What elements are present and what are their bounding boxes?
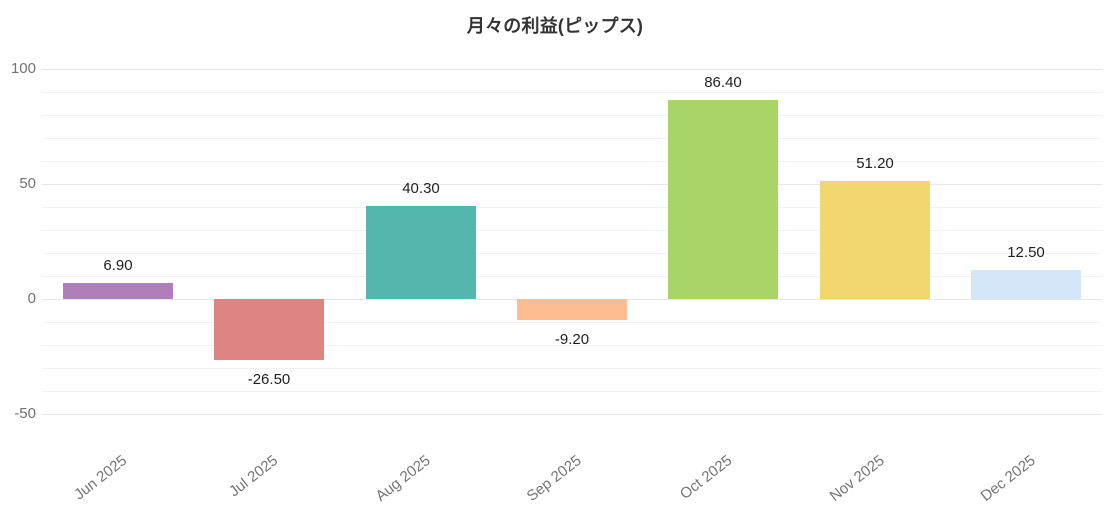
bar-value-label: 51.20 [856, 155, 894, 172]
minor-gridline [42, 253, 1102, 254]
y-tick-label: 50 [19, 175, 36, 192]
x-tick-label-dec-2025: Dec 2025 [977, 452, 1039, 505]
minor-gridline [42, 161, 1102, 162]
bar-jul-2025[interactable] [214, 299, 324, 360]
bar-sep-2025[interactable] [517, 299, 627, 320]
minor-gridline [42, 322, 1102, 323]
chart-title: 月々の利益(ピップス) [466, 16, 644, 36]
plot-area: 6.90 -26.50 40.30 -9.20 86.40 51.20 12.50 [42, 69, 1102, 415]
bar-value-label: 86.40 [704, 74, 742, 91]
minor-gridline [42, 276, 1102, 277]
major-gridline [42, 414, 1102, 415]
bar-value-label: -9.20 [554, 331, 590, 348]
minor-gridline [42, 138, 1102, 139]
major-gridline [42, 184, 1102, 185]
bar-value-label: 12.50 [1007, 244, 1045, 261]
bar-nov-2025[interactable] [820, 181, 930, 299]
x-tick-label-nov-2025: Nov 2025 [826, 452, 888, 505]
x-tick-label-jun-2025: Jun 2025 [71, 452, 131, 504]
x-tick-label-jul-2025: Jul 2025 [226, 452, 282, 501]
y-tick-label: 0 [27, 290, 36, 307]
y-tick-label: 100 [10, 60, 36, 77]
minor-gridline [42, 230, 1102, 231]
bar-value-label: 40.30 [402, 180, 440, 197]
x-tick-label-oct-2025: Oct 2025 [677, 452, 736, 503]
minor-gridline [42, 207, 1102, 208]
minor-gridline [42, 92, 1102, 93]
minor-gridline [42, 391, 1102, 392]
major-gridline [42, 69, 1102, 70]
bar-aug-2025[interactable] [366, 206, 476, 299]
bar-jun-2025[interactable] [63, 283, 173, 299]
y-tick-label: -50 [14, 405, 36, 422]
bar-dec-2025[interactable] [971, 270, 1081, 299]
minor-gridline [42, 115, 1102, 116]
bar-value-label: -26.50 [247, 371, 291, 388]
bar-value-label: 6.90 [103, 257, 133, 274]
minor-gridline [42, 368, 1102, 369]
x-tick-label-sep-2025: Sep 2025 [523, 452, 585, 505]
bar-oct-2025[interactable] [668, 100, 778, 299]
x-tick-label-aug-2025: Aug 2025 [372, 452, 434, 505]
minor-gridline [42, 345, 1102, 346]
